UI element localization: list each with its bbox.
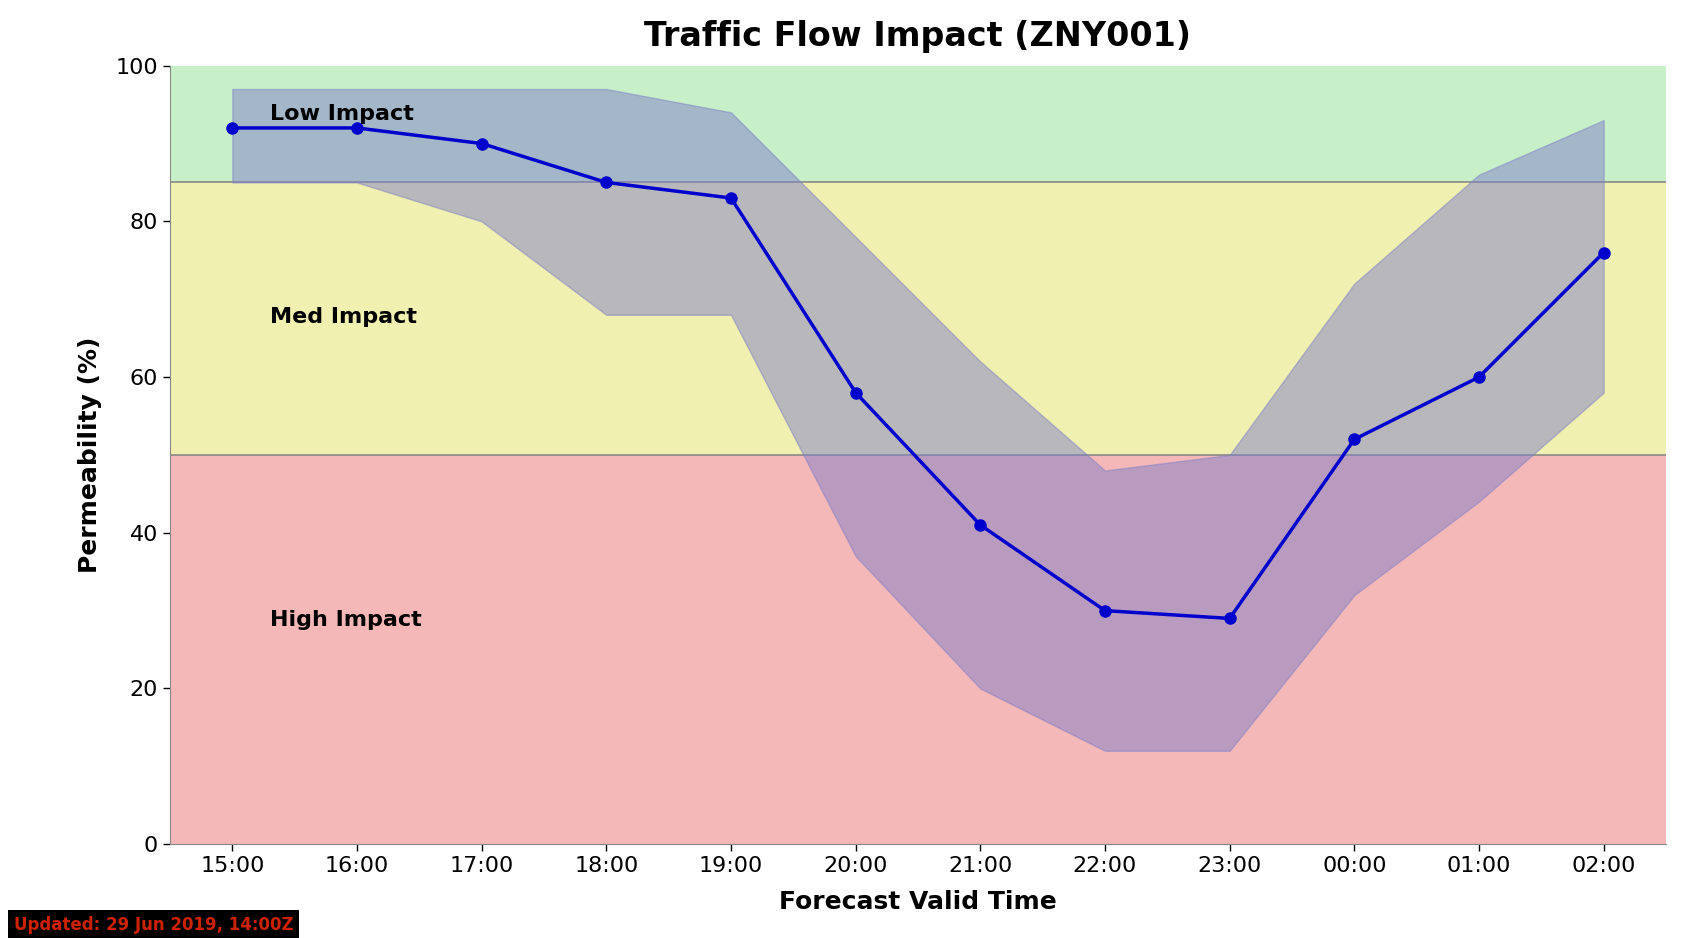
Bar [170, 455, 1666, 844]
Text: Med Impact: Med Impact [270, 307, 416, 326]
Text: High Impact: High Impact [270, 611, 422, 630]
X-axis label: Forecast Valid Time: Forecast Valid Time [779, 890, 1057, 914]
Y-axis label: Permeability (%): Permeability (%) [78, 337, 102, 573]
Bar [170, 66, 1666, 183]
Text: Low Impact: Low Impact [270, 104, 413, 124]
Bar [170, 182, 1666, 455]
Text: Updated: 29 Jun 2019, 14:00Z: Updated: 29 Jun 2019, 14:00Z [14, 915, 294, 933]
Title: Traffic Flow Impact (ZNY001): Traffic Flow Impact (ZNY001) [644, 21, 1192, 53]
